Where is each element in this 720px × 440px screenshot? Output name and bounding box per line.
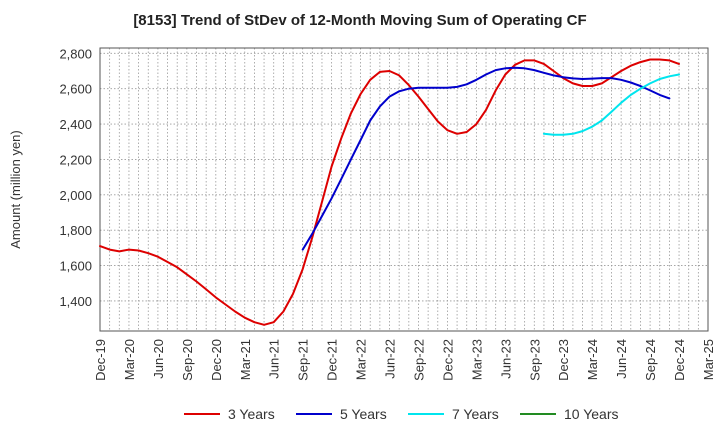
legend-label: 7 Years xyxy=(452,406,499,422)
legend-item: 10 Years xyxy=(520,404,619,424)
x-tick-label: Dec-22 xyxy=(440,339,455,381)
legend-label: 10 Years xyxy=(564,406,619,422)
series-line-3-years xyxy=(99,58,680,326)
legend-item: 7 Years xyxy=(408,404,499,424)
x-tick-label: Jun-21 xyxy=(267,339,282,379)
x-tick-label: Jun-24 xyxy=(614,339,629,379)
legend-item: 3 Years xyxy=(184,404,275,424)
x-tick-label: Dec-24 xyxy=(672,339,687,381)
legend-label: 5 Years xyxy=(340,406,387,422)
x-tick-label: Dec-20 xyxy=(209,339,224,381)
x-tick-label: Mar-21 xyxy=(238,339,253,380)
x-tick-label: Jun-20 xyxy=(151,339,166,379)
x-tick-label: Mar-24 xyxy=(585,339,600,380)
y-tick-label: 2,200 xyxy=(59,152,92,167)
y-axis-label: Amount (million yen) xyxy=(8,130,23,249)
x-tick-label: Mar-20 xyxy=(122,339,137,380)
x-tick-label: Mar-22 xyxy=(354,339,369,380)
series-line-5-years xyxy=(301,66,671,251)
y-tick-label: 2,600 xyxy=(59,82,92,97)
plot-background xyxy=(100,48,708,331)
x-tick-label: Dec-19 xyxy=(93,339,108,381)
x-tick-label: Sep-22 xyxy=(411,339,426,381)
legend-item: 5 Years xyxy=(296,404,387,424)
y-tick-label: 1,600 xyxy=(59,259,92,274)
y-tick-label: 1,400 xyxy=(59,294,92,309)
legend-label: 3 Years xyxy=(228,406,275,422)
series-line-7-years xyxy=(542,73,680,136)
y-tick-label: 2,000 xyxy=(59,188,92,203)
x-tick-label: Dec-21 xyxy=(325,339,340,381)
chart-legend: 3 Years 5 Years 7 Years 10 Years xyxy=(150,404,710,424)
x-tick-label: Sep-23 xyxy=(527,339,542,381)
y-tick-label: 2,400 xyxy=(59,117,92,132)
y-tick-label: 1,800 xyxy=(59,223,92,238)
chart-title: [8153] Trend of StDev of 12-Month Moving… xyxy=(133,12,587,29)
x-tick-label: Mar-23 xyxy=(469,339,484,380)
legend-swatch xyxy=(296,413,332,415)
legend-swatch xyxy=(520,413,556,415)
x-tick-label: Sep-21 xyxy=(296,339,311,381)
legend-swatch xyxy=(184,413,220,415)
x-tick-label: Sep-24 xyxy=(643,339,658,381)
x-tick-label: Jun-23 xyxy=(498,339,513,379)
plot-border xyxy=(99,47,709,332)
x-tick-label: Jun-22 xyxy=(383,339,398,379)
x-tick-label: Sep-20 xyxy=(180,339,195,381)
y-tick-label: 2,800 xyxy=(59,46,92,61)
x-tick-label: Dec-23 xyxy=(556,339,571,381)
x-tick-label: Mar-25 xyxy=(701,339,716,380)
legend-swatch xyxy=(408,413,444,415)
